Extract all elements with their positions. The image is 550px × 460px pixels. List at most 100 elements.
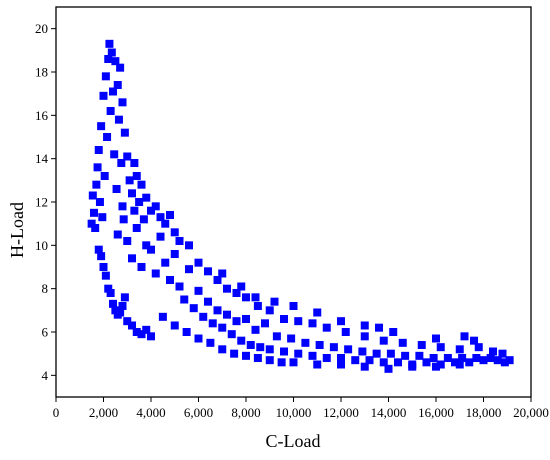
data-point bbox=[103, 133, 112, 141]
data-point bbox=[313, 308, 322, 317]
data-point bbox=[194, 334, 203, 343]
data-point bbox=[105, 39, 114, 48]
y-axis-title: H-Load bbox=[7, 202, 27, 258]
data-point bbox=[110, 150, 119, 159]
data-point bbox=[358, 347, 367, 356]
data-point bbox=[500, 358, 509, 367]
data-point bbox=[213, 306, 222, 315]
data-point bbox=[98, 213, 107, 222]
data-point bbox=[218, 345, 227, 354]
data-point bbox=[142, 241, 151, 250]
data-point bbox=[223, 310, 231, 319]
data-point bbox=[120, 293, 129, 302]
data-point bbox=[185, 265, 193, 274]
data-point bbox=[265, 306, 274, 315]
data-point bbox=[97, 122, 106, 131]
data-point bbox=[458, 354, 467, 362]
data-point bbox=[223, 284, 231, 293]
data-point bbox=[365, 356, 374, 365]
data-point bbox=[118, 202, 127, 211]
data-point bbox=[106, 107, 115, 115]
data-point bbox=[204, 297, 212, 306]
data-point bbox=[93, 163, 102, 172]
data-point bbox=[337, 360, 345, 369]
data-point bbox=[99, 263, 108, 271]
data-point bbox=[118, 98, 127, 107]
data-point bbox=[180, 295, 189, 304]
data-point bbox=[166, 276, 174, 284]
x-axis-title: C-Load bbox=[266, 431, 321, 451]
data-point bbox=[116, 308, 125, 317]
data-point bbox=[111, 306, 120, 315]
data-point bbox=[137, 330, 146, 339]
data-point bbox=[137, 263, 146, 271]
data-point bbox=[104, 284, 113, 293]
y-tick-label: 18 bbox=[35, 65, 48, 80]
x-axis-ticks: 0 2,000 4,000 6,000 8,000 10,000 12,000 14,000 1… bbox=[53, 397, 549, 420]
data-point bbox=[294, 349, 303, 358]
data-point bbox=[199, 312, 208, 321]
data-point bbox=[455, 360, 464, 369]
y-tick-label: 14 bbox=[35, 151, 49, 166]
data-point bbox=[132, 328, 141, 336]
x-tick-label: 4,000 bbox=[136, 405, 165, 420]
data-point bbox=[505, 356, 514, 365]
data-point bbox=[329, 343, 338, 352]
x-tick-label: 10,000 bbox=[276, 405, 312, 420]
y-tick-label: 12 bbox=[35, 195, 48, 210]
data-point bbox=[156, 232, 165, 241]
data-point bbox=[175, 282, 184, 291]
data-point bbox=[87, 219, 96, 228]
data-point bbox=[294, 317, 303, 326]
data-point bbox=[156, 213, 165, 222]
data-point bbox=[360, 362, 369, 371]
data-point bbox=[242, 315, 250, 323]
data-point bbox=[360, 321, 369, 330]
data-point bbox=[270, 297, 279, 306]
data-point bbox=[386, 349, 395, 358]
data-point bbox=[142, 193, 151, 202]
data-point bbox=[142, 325, 151, 334]
data-point bbox=[194, 286, 203, 295]
data-point bbox=[301, 338, 310, 347]
data-point bbox=[272, 332, 281, 341]
data-point bbox=[389, 328, 398, 336]
x-tick-label: 6,000 bbox=[184, 405, 213, 420]
data-point bbox=[185, 241, 193, 250]
data-point bbox=[175, 237, 184, 245]
data-point bbox=[232, 317, 241, 326]
data-point bbox=[111, 57, 120, 66]
data-point bbox=[90, 208, 98, 217]
x-tick-label: 0 bbox=[53, 405, 60, 420]
data-point bbox=[432, 334, 440, 343]
y-axis-ticks: 4 6 8 10 12 14 16 18 20 bbox=[35, 21, 56, 383]
data-point bbox=[151, 269, 160, 278]
data-point bbox=[429, 354, 438, 362]
data-point bbox=[460, 332, 469, 341]
data-point bbox=[489, 347, 497, 356]
data-point bbox=[166, 211, 174, 219]
data-point bbox=[253, 354, 262, 362]
data-point bbox=[308, 351, 317, 360]
data-point bbox=[114, 115, 123, 124]
data-point bbox=[443, 354, 452, 362]
data-point bbox=[123, 152, 132, 161]
data-point bbox=[289, 302, 298, 310]
data-point bbox=[94, 245, 103, 254]
data-point bbox=[125, 176, 134, 185]
x-tick-label: 2,000 bbox=[89, 405, 118, 420]
data-point bbox=[130, 159, 139, 167]
data-point bbox=[261, 319, 269, 328]
data-point bbox=[104, 55, 113, 63]
data-point bbox=[498, 349, 507, 358]
data-point bbox=[251, 325, 260, 334]
data-point bbox=[128, 321, 136, 330]
data-point bbox=[379, 358, 388, 367]
data-point bbox=[493, 356, 502, 365]
data-point bbox=[455, 345, 464, 354]
data-point bbox=[130, 206, 139, 215]
data-point bbox=[394, 358, 402, 367]
data-point bbox=[337, 354, 345, 362]
data-point bbox=[123, 237, 132, 245]
x-tick-label: 18,000 bbox=[466, 405, 502, 420]
